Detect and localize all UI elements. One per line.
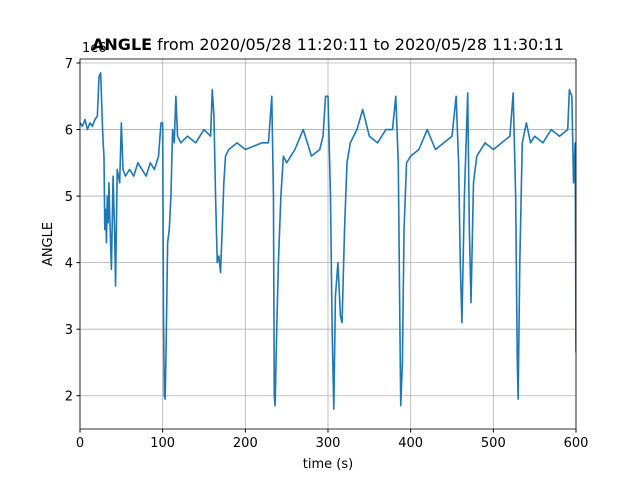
y-tick-label: 2 [65,390,73,405]
x-tick-label: 100 [150,436,175,451]
x-tick-label: 300 [316,436,341,451]
offset-text: 1e6 [82,41,107,56]
x-axis-label: time (s) [303,457,353,472]
y-tick-label: 4 [65,257,73,272]
y-tick-label: 7 [65,57,73,72]
title-bold: ANGLE [92,35,152,54]
chart-title: ANGLE from 2020/05/28 11:20:11 to 2020/05… [92,35,564,54]
y-tick-label: 6 [65,124,73,139]
data-line [80,72,576,410]
y-axis-label: ANGLE [41,222,56,266]
x-tick-label: 500 [481,436,506,451]
x-tick-label: 200 [233,436,258,451]
x-tick-label: 400 [398,436,423,451]
y-tick-label: 3 [65,323,73,338]
x-tick-label: 600 [564,436,589,451]
x-tick-label: 0 [76,436,84,451]
title-rest: from 2020/05/28 11:20:11 to 2020/05/28 1… [157,35,564,54]
y-tick-label: 5 [65,190,73,205]
axes-frame [79,58,577,430]
